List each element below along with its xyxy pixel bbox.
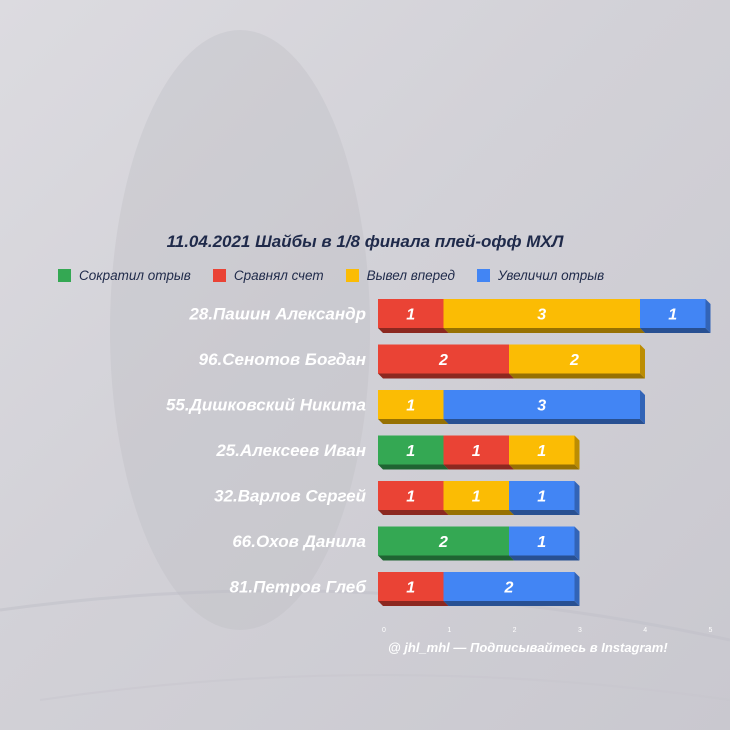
category-label: 66.Охов Данила: [232, 532, 366, 551]
bar-segment: [378, 481, 444, 510]
bar-segment: [378, 572, 444, 601]
bar-bottom: [378, 601, 449, 606]
legend-item: Вывел вперед: [345, 266, 456, 284]
bar-bottom: [378, 328, 449, 333]
bar-bottom: [378, 555, 514, 561]
bar-side: [574, 435, 580, 470]
bar-segment: [509, 435, 575, 465]
bar-side: [640, 390, 645, 424]
data-label: 1: [537, 489, 546, 506]
legend-label: Сократил отрыв: [79, 267, 191, 283]
bar-segment: [509, 481, 575, 510]
bar-segment: [443, 435, 509, 465]
category-label: 32.Варлов Сергей: [214, 487, 366, 506]
bar-bottom: [640, 328, 711, 333]
category-label: 28.Пашин Александр: [188, 305, 366, 324]
legend-swatch: [58, 268, 71, 282]
bar-segment: [378, 435, 444, 465]
data-label: 2: [438, 534, 448, 551]
bar-segment: [378, 344, 509, 374]
chart-title: 11.04.2021 Шайбы в 1/8 финала плей-офф М…: [166, 232, 564, 251]
bar-bottom: [443, 419, 645, 424]
data-label: 1: [472, 489, 481, 506]
data-label: 1: [537, 443, 546, 460]
legend-item: Увеличил отрыв: [477, 266, 604, 284]
bar-segment: [443, 481, 509, 510]
data-label: 1: [406, 398, 415, 415]
x-tick-label: 3: [578, 627, 582, 634]
legend-swatch: [345, 268, 359, 282]
bar-bottom: [443, 328, 645, 333]
data-label: 1: [406, 307, 415, 324]
legend-label: Вывел вперед: [366, 267, 456, 283]
data-label: 2: [569, 352, 579, 369]
category-label: 55.Дишковский Никита: [166, 396, 366, 415]
legend-swatch: [212, 268, 226, 282]
data-label: 3: [537, 307, 546, 324]
legend-label: Сравнял счет: [233, 267, 324, 283]
bar-side: [574, 481, 580, 515]
bar-segment: [378, 390, 444, 419]
bar-bottom: [509, 510, 580, 515]
category-label: 96.Сенотов Богдан: [199, 350, 366, 369]
footer-caption: @ jhl_mhl — Подписывайтесь в Instagram!: [388, 640, 668, 655]
bar-segment: [443, 299, 640, 328]
bar-segment: [378, 526, 509, 556]
bar-bottom: [509, 464, 580, 470]
data-label: 1: [406, 443, 415, 460]
bar-side: [574, 526, 580, 561]
data-label: 2: [438, 352, 448, 369]
bar-side: [574, 572, 580, 606]
bar-bottom: [443, 601, 580, 606]
data-label: 2: [504, 580, 514, 597]
category-label: 25.Алексеев Иван: [215, 441, 366, 460]
bar-segment: [640, 299, 706, 328]
bar-bottom: [443, 464, 514, 470]
bar-bottom: [378, 510, 449, 515]
data-label: 1: [406, 489, 415, 506]
bar-bottom: [509, 373, 645, 379]
bar-segment: [509, 526, 575, 556]
x-tick-label: 0: [382, 627, 386, 634]
legend-item: Сравнял счет: [212, 266, 324, 284]
bar-bottom: [378, 373, 514, 379]
bar-segment: [443, 390, 640, 419]
category-label: 81.Петров Глеб: [229, 578, 366, 597]
x-tick-label: 1: [447, 627, 451, 634]
data-label: 1: [537, 534, 546, 551]
bar-bottom: [443, 510, 514, 515]
bar-side: [640, 344, 645, 379]
bar-segment: [378, 299, 444, 328]
bar-bottom: [378, 464, 449, 470]
bar-segment: [443, 572, 575, 601]
bar-side: [705, 299, 711, 333]
x-tick-label: 4: [643, 627, 647, 634]
legend-label: Увеличил отрыв: [498, 267, 605, 283]
data-label: 1: [472, 443, 481, 460]
legend: Сократил отрыв Сравнял счет Вывел вперед…: [58, 266, 698, 284]
data-label: 1: [668, 307, 677, 324]
bar-bottom: [509, 555, 580, 561]
legend-swatch: [477, 268, 491, 282]
x-tick-label: 5: [709, 627, 713, 634]
data-label: 1: [406, 580, 415, 597]
bar-bottom: [378, 419, 449, 424]
legend-item: Сократил отрыв: [58, 266, 191, 284]
data-label: 3: [537, 398, 546, 415]
bar-segment: [509, 344, 640, 374]
x-tick-label: 2: [513, 627, 517, 634]
